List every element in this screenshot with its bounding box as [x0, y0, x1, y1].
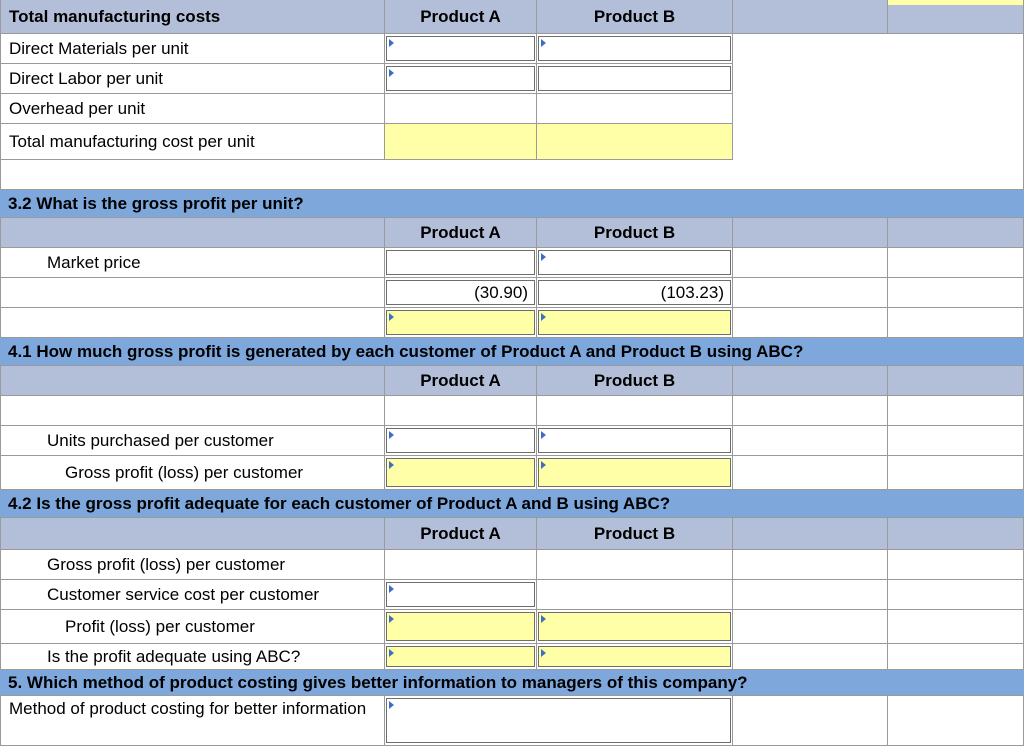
market-price-a-input[interactable] [386, 250, 535, 275]
gp-customer-a-input[interactable] [386, 458, 535, 487]
row-label: Profit (loss) per customer [0, 610, 384, 644]
gross-profit-unit-a-input[interactable] [386, 310, 535, 335]
col-header-product-b: Product B [536, 366, 732, 396]
row-label: Total manufacturing cost per unit [0, 124, 384, 160]
table-row [0, 396, 1024, 426]
row-label: Overhead per unit [0, 94, 384, 124]
total-cost-b-cell[interactable] [536, 124, 732, 160]
overhead-a-cell [384, 94, 536, 124]
empty-cell [732, 124, 1024, 160]
direct-labor-b-input[interactable] [538, 66, 731, 91]
empty-cell [732, 34, 1024, 64]
table-row: Direct Labor per unit [0, 64, 1024, 94]
row-label: Customer service cost per customer [0, 580, 384, 610]
table1-header-row: Total manufacturing costs Product A Prod… [0, 0, 1024, 34]
col-header-product-b: Product B [536, 518, 732, 550]
q32-header-row: Product A Product B [0, 218, 1024, 248]
table-row: Profit (loss) per customer [0, 610, 1024, 644]
empty-cell [732, 94, 1024, 124]
row-label: Is the profit adequate using ABC? [0, 644, 384, 670]
adequate-b-input[interactable] [538, 646, 731, 667]
table1-title: Total manufacturing costs [0, 0, 384, 34]
empty-cell [732, 0, 887, 34]
table-row: Gross profit (loss) per customer [0, 550, 1024, 580]
table-row: Method of product costing for better inf… [0, 696, 1024, 746]
table-row: (30.90) (103.23) [0, 278, 1024, 308]
table-row: Overhead per unit [0, 94, 1024, 124]
col-header-product-b: Product B [536, 218, 732, 248]
col-header-product-a: Product A [384, 366, 536, 396]
table-row: Market price [0, 248, 1024, 278]
row-label: Direct Labor per unit [0, 64, 384, 94]
units-a-input[interactable] [386, 428, 535, 453]
row-label: Market price [0, 248, 384, 278]
overhead-b-cell [536, 94, 732, 124]
table-row: Is the profit adequate using ABC? [0, 644, 1024, 670]
section-title-4-1: 4.1 How much gross profit is generated b… [0, 338, 1024, 366]
q41-header-row: Product A Product B [0, 366, 1024, 396]
col-header-product-a: Product A [384, 518, 536, 550]
gp-customer-b-input[interactable] [538, 458, 731, 487]
direct-labor-a-input[interactable] [386, 66, 535, 91]
direct-materials-a-input[interactable] [386, 36, 535, 61]
profit-a-input[interactable] [386, 612, 535, 641]
table-row [0, 308, 1024, 338]
row-label: Direct Materials per unit [0, 34, 384, 64]
table-row: Gross profit (loss) per customer [0, 456, 1024, 490]
service-cost-a-input[interactable] [386, 582, 535, 607]
table-row: Units purchased per customer [0, 426, 1024, 456]
empty-cell [732, 64, 1024, 94]
row-label: Method of product costing for better inf… [0, 696, 384, 746]
q42-header-row: Product A Product B [0, 518, 1024, 550]
market-price-b-input[interactable] [538, 250, 731, 275]
adequate-a-input[interactable] [386, 646, 535, 667]
col-header-product-a: Product A [384, 0, 536, 34]
col-header-product-a: Product A [384, 218, 536, 248]
method-input[interactable] [386, 698, 731, 743]
row-label: Gross profit (loss) per customer [0, 550, 384, 580]
col-header-product-b: Product B [536, 0, 732, 34]
row-label: Gross profit (loss) per customer [0, 456, 384, 490]
table-row: Total manufacturing cost per unit [0, 124, 1024, 160]
section-title-3-2: 3.2 What is the gross profit per unit? [0, 190, 1024, 218]
empty-cell [887, 0, 1024, 34]
table-row: Direct Materials per unit [0, 34, 1024, 64]
direct-materials-b-input[interactable] [538, 36, 731, 61]
value-a-cell: (30.90) [386, 280, 535, 305]
row-label: Units purchased per customer [0, 426, 384, 456]
spacer-row [0, 160, 1024, 190]
section-title-4-2: 4.2 Is the gross profit adequate for eac… [0, 490, 1024, 518]
profit-b-input[interactable] [538, 612, 731, 641]
section-title-5: 5. Which method of product costing gives… [0, 670, 1024, 696]
table-row: Customer service cost per customer [0, 580, 1024, 610]
units-b-input[interactable] [538, 428, 731, 453]
total-cost-a-cell[interactable] [384, 124, 536, 160]
value-b-cell: (103.23) [538, 280, 731, 305]
gross-profit-unit-b-input[interactable] [538, 310, 731, 335]
